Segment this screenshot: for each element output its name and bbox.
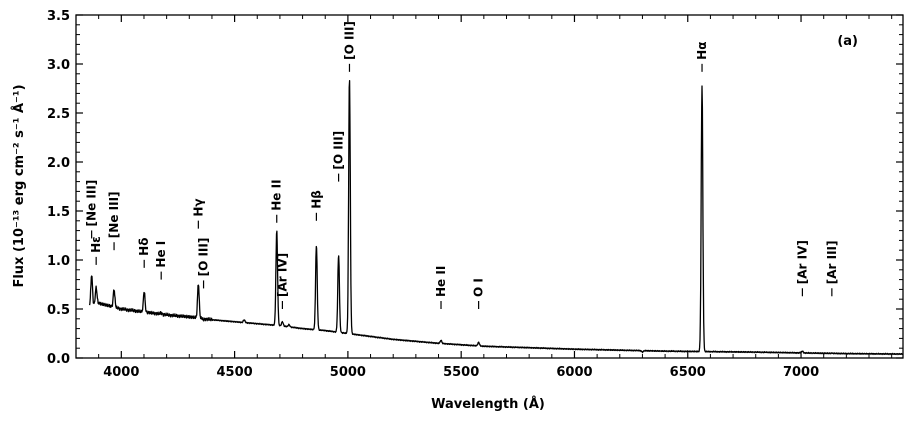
- line-label: He I: [154, 241, 168, 268]
- plot-frame: [75, 14, 904, 359]
- y-tick-label: 2.5: [47, 107, 70, 122]
- x-tick-label: 7000: [783, 365, 819, 380]
- line-label: Hγ: [191, 198, 205, 216]
- x-tick-label: 4500: [217, 365, 253, 380]
- line-label: Hβ: [309, 190, 323, 209]
- line-label: Hα: [695, 42, 709, 60]
- y-axis-label: Flux (10⁻¹³ erg cm⁻² s⁻¹ Å⁻¹): [11, 84, 27, 287]
- x-tick-label: 6500: [670, 365, 706, 380]
- x-tick-label: 4000: [103, 365, 139, 380]
- line-label: [Ar IV]: [275, 253, 289, 297]
- line-label: Hδ: [137, 238, 151, 256]
- y-tick-label: 0.0: [47, 352, 70, 367]
- y-tick-label: 1.5: [47, 205, 70, 220]
- y-tick-label: 1.0: [47, 254, 70, 269]
- line-label: [Ne III]: [85, 180, 99, 227]
- line-label: Hε: [89, 236, 103, 253]
- y-tick-label: 0.5: [47, 303, 70, 318]
- line-label: [Ar IV]: [795, 240, 809, 284]
- line-label: He II: [434, 266, 448, 297]
- line-label: O I: [472, 278, 486, 297]
- line-label: [Ne III]: [107, 191, 121, 238]
- line-label: He II: [270, 179, 284, 210]
- line-label: [O III]: [342, 21, 356, 60]
- x-axis-label: Wavelength (Å): [431, 396, 545, 412]
- y-tick-label: 3.5: [47, 9, 70, 24]
- line-label: [Ar III]: [825, 241, 839, 285]
- line-label: [O III]: [197, 238, 211, 277]
- x-tick-label: 5500: [443, 365, 479, 380]
- panel-label: (a): [837, 34, 858, 49]
- line-label: [O III]: [332, 131, 346, 170]
- spectrum-line: [88, 80, 904, 356]
- x-tick-label: 5000: [330, 365, 366, 380]
- y-tick-label: 2.0: [47, 156, 70, 171]
- x-tick-label: 6000: [556, 365, 592, 380]
- y-tick-label: 3.0: [47, 58, 70, 73]
